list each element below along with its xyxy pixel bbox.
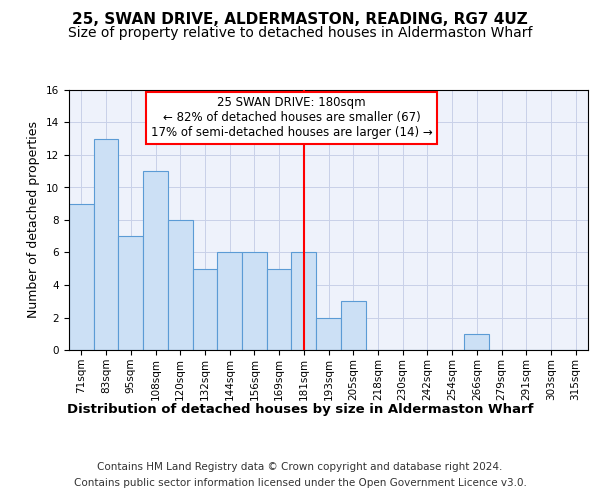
Bar xyxy=(118,236,143,350)
Text: 25, SWAN DRIVE, ALDERMASTON, READING, RG7 4UZ: 25, SWAN DRIVE, ALDERMASTON, READING, RG… xyxy=(72,12,528,28)
Y-axis label: Number of detached properties: Number of detached properties xyxy=(28,122,40,318)
Bar xyxy=(94,138,118,350)
Text: Distribution of detached houses by size in Aldermaston Wharf: Distribution of detached houses by size … xyxy=(67,402,533,415)
Bar xyxy=(217,252,242,350)
Text: Size of property relative to detached houses in Aldermaston Wharf: Size of property relative to detached ho… xyxy=(68,26,532,40)
Bar xyxy=(168,220,193,350)
Text: Contains HM Land Registry data © Crown copyright and database right 2024.: Contains HM Land Registry data © Crown c… xyxy=(97,462,503,472)
Bar xyxy=(193,269,217,350)
Bar xyxy=(143,171,168,350)
Bar xyxy=(267,269,292,350)
Text: 25 SWAN DRIVE: 180sqm
← 82% of detached houses are smaller (67)
17% of semi-deta: 25 SWAN DRIVE: 180sqm ← 82% of detached … xyxy=(151,96,433,140)
Bar xyxy=(292,252,316,350)
Text: Contains public sector information licensed under the Open Government Licence v3: Contains public sector information licen… xyxy=(74,478,526,488)
Bar xyxy=(242,252,267,350)
Bar xyxy=(464,334,489,350)
Bar xyxy=(341,301,365,350)
Bar xyxy=(316,318,341,350)
Bar xyxy=(69,204,94,350)
